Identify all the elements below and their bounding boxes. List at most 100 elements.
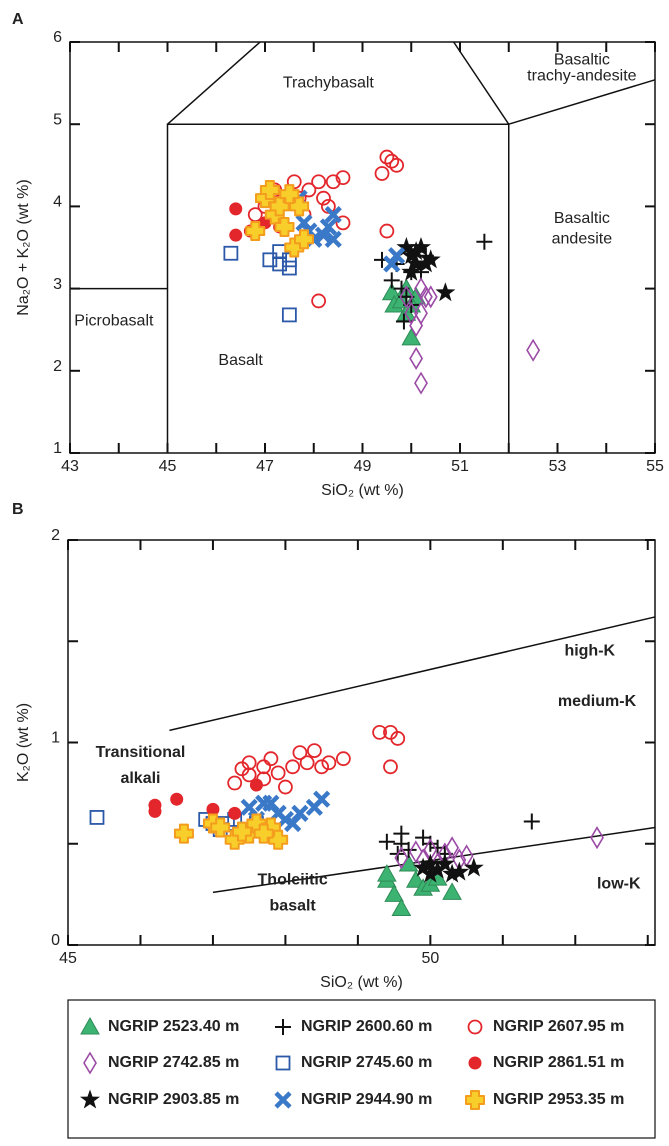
point [379,223,395,239]
point [384,884,404,902]
point [316,190,331,206]
point [401,327,422,346]
y-axis-label: K₂O (wt %) [15,703,32,782]
point [306,743,322,758]
legend-label: NGRIP 2600.60 m [301,1018,432,1035]
point [374,166,390,181]
field-boundary [508,79,656,125]
x-tick-label: 47 [256,458,274,475]
point [420,853,441,873]
point [335,215,351,231]
point [414,277,428,301]
point [299,755,315,771]
point [301,182,317,198]
point [383,272,400,289]
point [372,724,388,740]
point [325,174,341,190]
point [418,285,433,309]
y-tick-label: 2 [53,358,62,375]
x-tick-label: 50 [421,950,439,967]
point [292,745,308,761]
legend-label: NGRIP 2607.95 m [493,1018,624,1035]
x-tick-label: 53 [549,458,567,475]
point [427,859,448,879]
point [420,249,441,269]
point [272,244,288,260]
x-axis-label: SiO₂ (wt %) [321,482,404,499]
point [445,836,460,860]
legend-marker [274,1091,292,1109]
point [406,253,427,273]
plot-frame [67,539,656,946]
point [411,237,431,256]
point [388,247,406,265]
point [408,840,423,864]
point [442,882,462,900]
point [228,806,242,820]
point [262,252,278,268]
point [170,792,184,806]
point [256,759,272,775]
legend-marker [80,1016,100,1035]
point [173,823,194,844]
legend-marker [468,1056,482,1070]
point [590,826,604,850]
y-tick-label: 6 [53,29,62,46]
point [335,170,351,186]
y-tick-label: 3 [53,276,62,293]
point [272,256,288,272]
point [259,179,280,200]
point [285,759,301,775]
point [442,863,463,883]
point [449,861,470,881]
y-tick-label: 2 [51,527,60,544]
y-tick-label: 5 [53,111,62,128]
y-axis-label: Na₂O + K₂O (wt %) [15,179,32,315]
region-label: trachy-andesite [527,68,636,85]
point [311,174,327,190]
point [206,802,220,816]
point [415,253,436,273]
x-tick-label: 45 [159,458,177,475]
x-tick-label: 55 [646,458,664,475]
point [278,779,293,795]
region-label: medium-K [558,693,637,710]
x-tick-label: 45 [59,950,77,967]
point [394,846,409,870]
point [423,285,438,309]
point [281,260,297,276]
point [295,214,313,232]
point [279,184,300,205]
region-label: Picrobasalt [74,313,154,330]
point [223,245,239,261]
point [324,206,342,224]
x-tick-label: 51 [451,458,469,475]
point [526,338,541,362]
point [414,371,428,395]
point [391,898,412,917]
point [274,216,295,237]
point [314,226,333,244]
point [435,282,456,302]
point [463,857,484,877]
y-tick-label: 1 [53,440,62,457]
legend-label: NGRIP 2745.60 m [301,1054,432,1071]
region-label: basalt [270,898,317,915]
panel-label: A [12,11,24,28]
point [314,759,330,775]
point [249,778,263,792]
point [434,853,455,873]
region-label: high-K [564,643,615,660]
field-boundary [453,41,510,125]
point [383,759,398,775]
point [313,790,331,808]
point [253,823,274,844]
point [396,237,417,256]
point [377,864,397,882]
legend-label: NGRIP 2903.85 m [108,1091,239,1108]
region-label: Basalt [218,352,263,369]
point [414,301,428,325]
point [390,731,406,746]
x-axis-label: SiO₂ (wt %) [320,974,403,991]
y-tick-label: 1 [51,730,60,747]
